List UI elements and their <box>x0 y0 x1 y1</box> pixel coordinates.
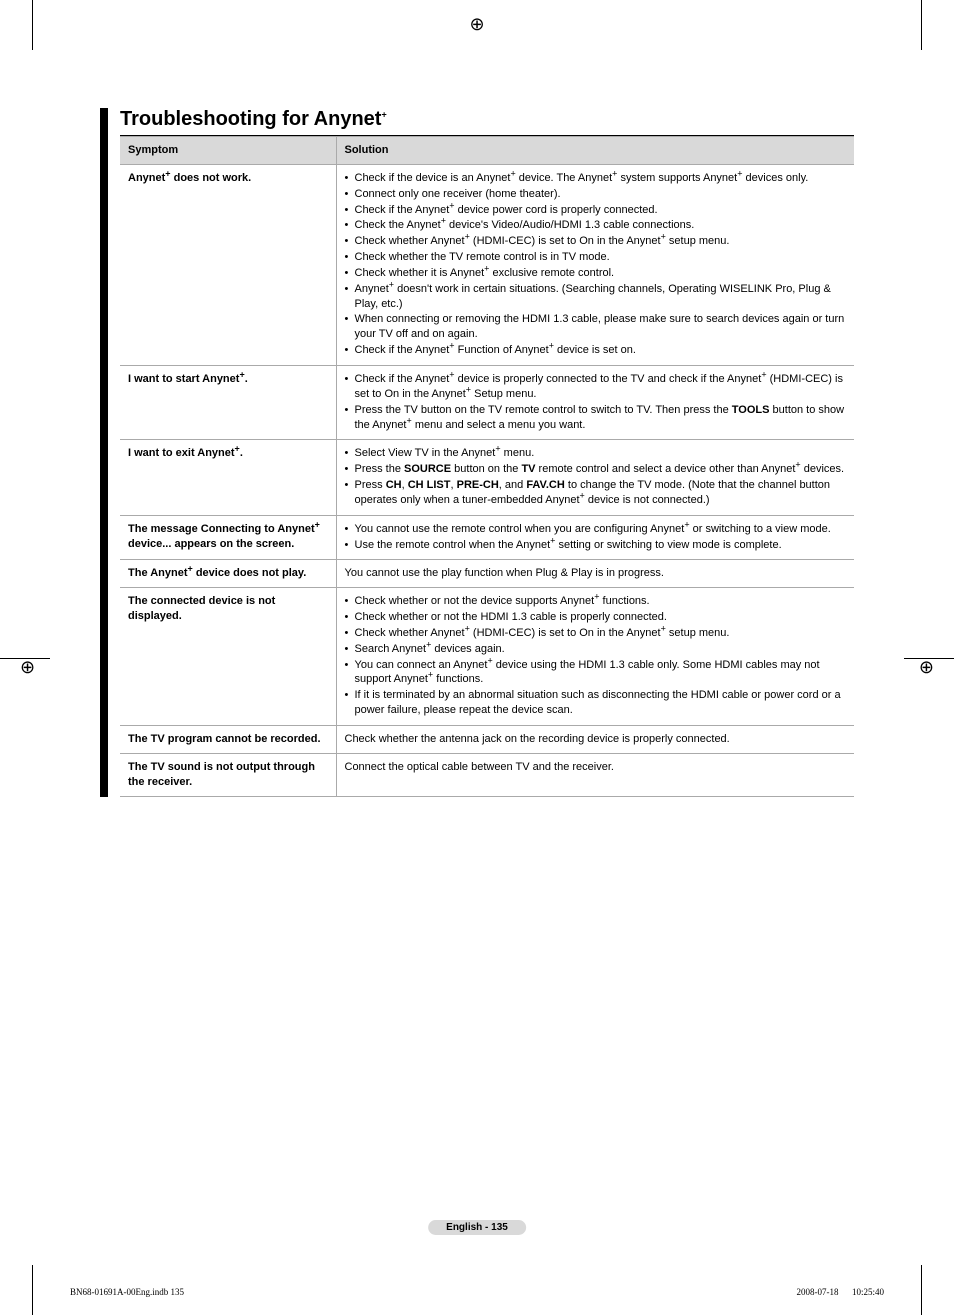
page-title: Troubleshooting for Anynet+ <box>120 108 854 136</box>
solution-item: Press the TV button on the TV remote con… <box>345 403 847 433</box>
solution-item: Search Anynet+ devices again. <box>345 642 847 657</box>
troubleshooting-table: Symptom Solution Anynet+ does not work. C… <box>120 136 854 797</box>
crop-mark <box>32 1265 33 1315</box>
crop-mark <box>921 1265 922 1315</box>
table-row: The TV program cannot be recorded.Check … <box>120 726 854 754</box>
footer-filename: BN68-01691A-00Eng.indb 135 <box>70 1287 184 1297</box>
solution-cell: Check if the Anynet+ device is properly … <box>336 365 854 439</box>
registration-mark-icon: ⊕ <box>469 14 484 35</box>
solution-item: Check if the device is an Anynet+ device… <box>345 171 847 186</box>
solution-item: Press the SOURCE button on the TV remote… <box>345 462 847 477</box>
table-row: I want to start Anynet+. Check if the Any… <box>120 365 854 439</box>
solution-item: You cannot use the remote control when y… <box>345 522 847 537</box>
table-row: I want to exit Anynet+.Select View TV in… <box>120 440 854 515</box>
crop-mark <box>921 0 922 50</box>
table-row: The connected device is not displayed. Ch… <box>120 588 854 726</box>
page-number-badge: English - 135 <box>428 1220 526 1235</box>
symptom-cell: The Anynet+ device does not play. <box>120 560 336 588</box>
solution-item: Anynet+ doesn't work in certain situatio… <box>345 282 847 312</box>
solution-item: If it is terminated by an abnormal situa… <box>345 688 847 718</box>
print-footer: BN68-01691A-00Eng.indb 135 2008-07-18 10… <box>70 1287 884 1297</box>
solution-item: Use the remote control when the Anynet+ … <box>345 538 847 553</box>
solution-cell: Check whether or not the device supports… <box>336 588 854 726</box>
symptom-cell: I want to exit Anynet+. <box>120 440 336 515</box>
solution-item: Press CH, CH LIST, PRE-CH, and FAV.CH to… <box>345 478 847 508</box>
solution-item: Check whether the TV remote control is i… <box>345 250 847 265</box>
solution-item: Check whether Anynet+ (HDMI-CEC) is set … <box>345 626 847 641</box>
solution-cell: Check if the device is an Anynet+ device… <box>336 164 854 365</box>
col-header-solution: Solution <box>336 137 854 165</box>
solution-item: Check whether or not the HDMI 1.3 cable … <box>345 610 847 625</box>
solution-item: Check whether it is Anynet+ exclusive re… <box>345 266 847 281</box>
solution-item: Check if the Anynet+ device is properly … <box>345 372 847 402</box>
title-accent-bar <box>100 108 108 797</box>
solution-item: When connecting or removing the HDMI 1.3… <box>345 312 847 342</box>
solution-item: Select View TV in the Anynet+ menu. <box>345 446 847 461</box>
solution-cell: Connect the optical cable between TV and… <box>336 753 854 796</box>
symptom-cell: Anynet+ does not work. <box>120 164 336 365</box>
symptom-cell: The connected device is not displayed. <box>120 588 336 726</box>
title-row: Troubleshooting for Anynet+ Symptom Solu… <box>100 108 854 797</box>
solution-cell: Select View TV in the Anynet+ menu.Press… <box>336 440 854 515</box>
col-header-symptom: Symptom <box>120 137 336 165</box>
crop-mark <box>32 0 33 50</box>
table-row: The Anynet+ device does not play.You can… <box>120 560 854 588</box>
page-content: Troubleshooting for Anynet+ Symptom Solu… <box>100 108 854 801</box>
table-row: The TV sound is not output through the r… <box>120 753 854 796</box>
registration-mark-icon: ⊕ <box>919 657 934 678</box>
symptom-cell: I want to start Anynet+. <box>120 365 336 439</box>
solution-cell: You cannot use the play function when Pl… <box>336 560 854 588</box>
solution-cell: You cannot use the remote control when y… <box>336 515 854 560</box>
symptom-cell: The TV program cannot be recorded. <box>120 726 336 754</box>
table-row: The message Connecting to Anynet+ device… <box>120 515 854 560</box>
solution-item: You can connect an Anynet+ device using … <box>345 658 847 688</box>
solution-item: Check whether or not the device supports… <box>345 594 847 609</box>
solution-item: Check the Anynet+ device's Video/Audio/H… <box>345 218 847 233</box>
solution-item: Check whether Anynet+ (HDMI-CEC) is set … <box>345 234 847 249</box>
registration-mark-icon: ⊕ <box>20 657 35 678</box>
symptom-cell: The message Connecting to Anynet+ device… <box>120 515 336 560</box>
solution-item: Check if the Anynet+ Function of Anynet+… <box>345 343 847 358</box>
table-row: Anynet+ does not work. Check if the devic… <box>120 164 854 365</box>
solution-cell: Check whether the antenna jack on the re… <box>336 726 854 754</box>
footer-timestamp: 2008-07-18 10:25:40 <box>797 1287 885 1297</box>
symptom-cell: The TV sound is not output through the r… <box>120 753 336 796</box>
solution-item: Check if the Anynet+ device power cord i… <box>345 203 847 218</box>
solution-item: Connect only one receiver (home theater)… <box>345 187 847 202</box>
